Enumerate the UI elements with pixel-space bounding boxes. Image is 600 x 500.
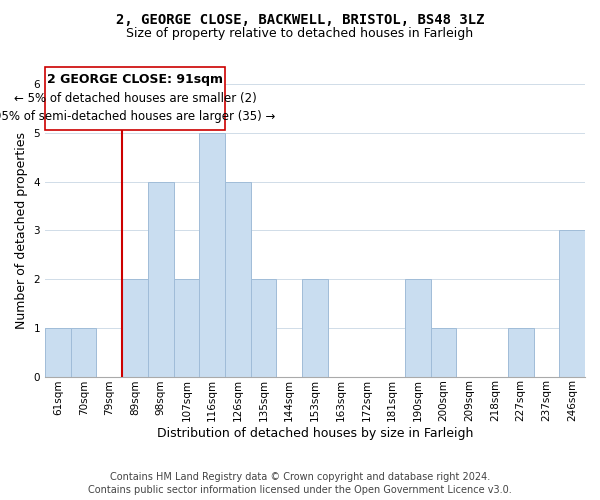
Bar <box>251 279 277 376</box>
Bar <box>71 328 97 376</box>
Bar <box>405 279 431 376</box>
Bar <box>122 279 148 376</box>
Text: Contains HM Land Registry data © Crown copyright and database right 2024.: Contains HM Land Registry data © Crown c… <box>110 472 490 482</box>
Bar <box>302 279 328 376</box>
Bar <box>199 133 225 376</box>
Text: 95% of semi-detached houses are larger (35) →: 95% of semi-detached houses are larger (… <box>0 110 276 123</box>
Bar <box>45 67 225 130</box>
Text: Contains public sector information licensed under the Open Government Licence v3: Contains public sector information licen… <box>88 485 512 495</box>
Text: 2 GEORGE CLOSE: 91sqm: 2 GEORGE CLOSE: 91sqm <box>47 73 223 86</box>
Bar <box>559 230 585 376</box>
Text: Size of property relative to detached houses in Farleigh: Size of property relative to detached ho… <box>127 28 473 40</box>
Bar <box>508 328 533 376</box>
Y-axis label: Number of detached properties: Number of detached properties <box>15 132 28 329</box>
X-axis label: Distribution of detached houses by size in Farleigh: Distribution of detached houses by size … <box>157 427 473 440</box>
Bar <box>225 182 251 376</box>
Bar <box>45 328 71 376</box>
Text: 2, GEORGE CLOSE, BACKWELL, BRISTOL, BS48 3LZ: 2, GEORGE CLOSE, BACKWELL, BRISTOL, BS48… <box>116 12 484 26</box>
Bar <box>173 279 199 376</box>
Bar <box>148 182 173 376</box>
Text: ← 5% of detached houses are smaller (2): ← 5% of detached houses are smaller (2) <box>14 92 256 106</box>
Bar <box>431 328 457 376</box>
